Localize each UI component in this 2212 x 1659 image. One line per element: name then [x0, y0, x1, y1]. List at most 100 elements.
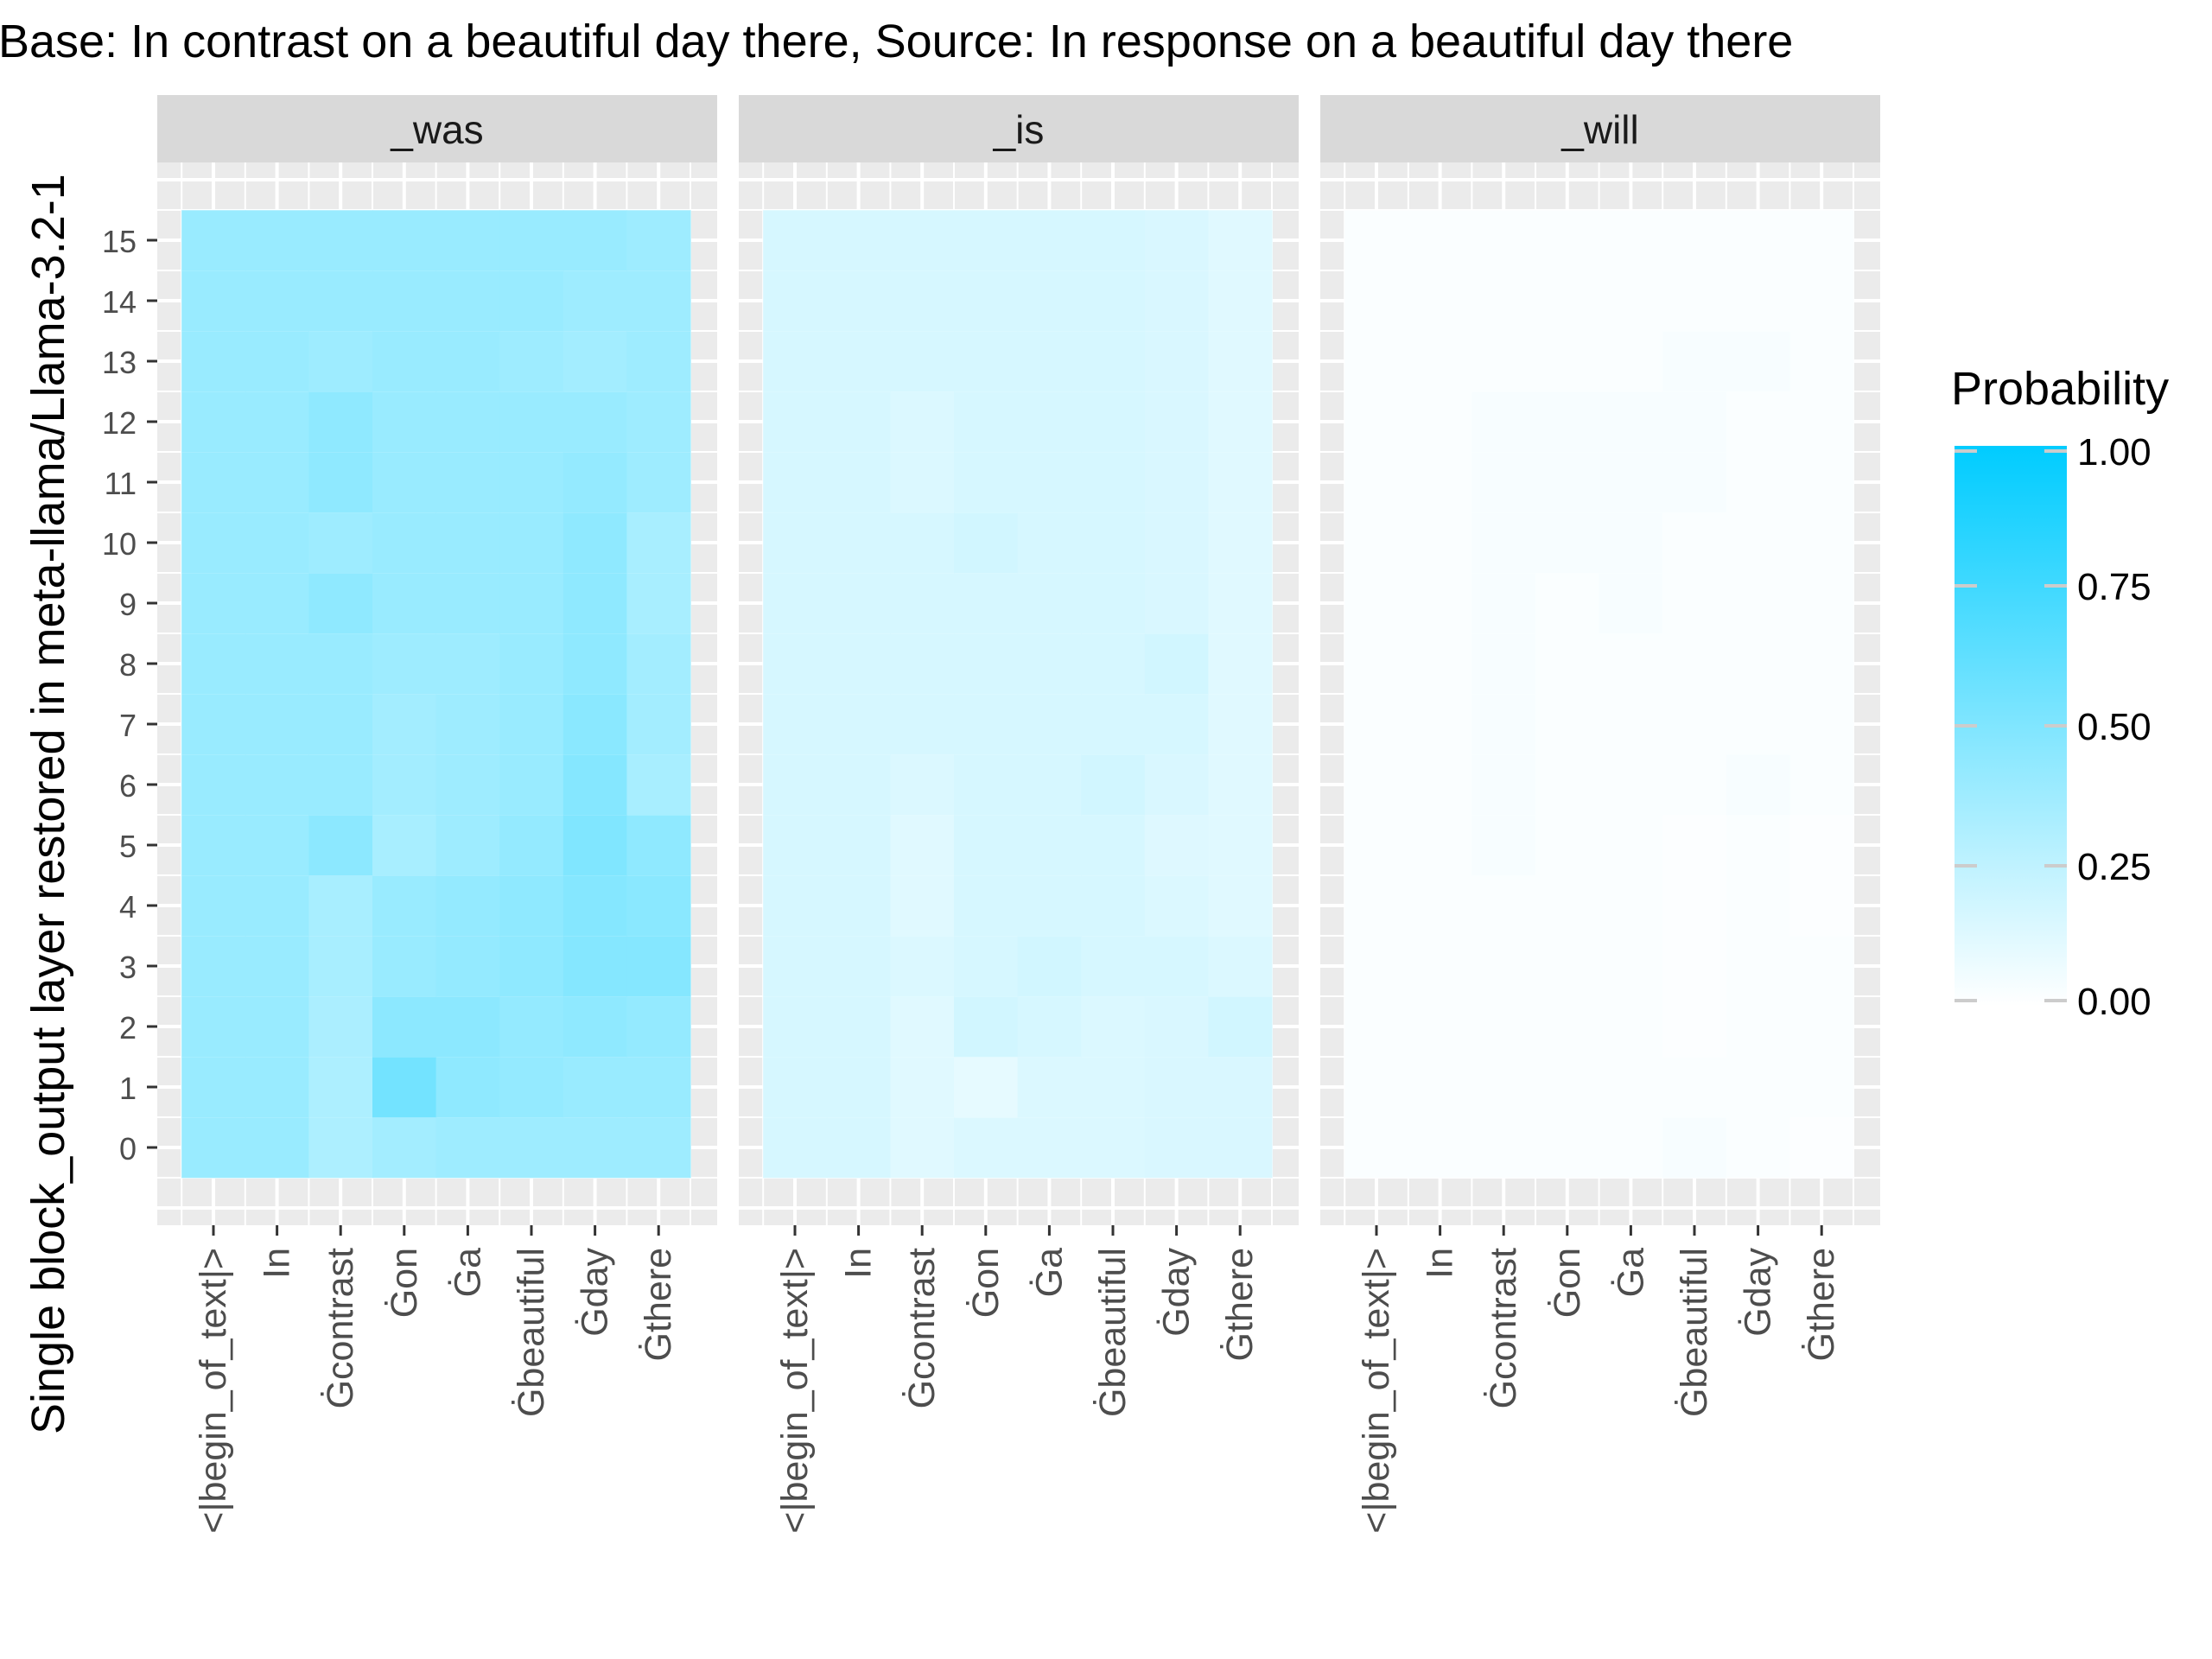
legend-label: 0.00 [2077, 981, 2152, 1023]
heatmap-cell [826, 875, 891, 937]
heatmap-cell [435, 452, 500, 513]
heatmap-cell [563, 270, 627, 332]
heatmap-cell [245, 1057, 309, 1118]
heatmap-cell [1789, 936, 1854, 997]
heatmap-cell [245, 1117, 309, 1179]
heatmap-cell [1471, 875, 1536, 937]
y-axis-label: Single block_output layer restored in me… [22, 174, 74, 1434]
heatmap-cell [372, 512, 437, 574]
x-tick-label: Ġthere [1219, 1248, 1261, 1361]
heatmap-cell [1726, 391, 1790, 453]
heatmap-cell [1726, 573, 1790, 634]
heatmap-cell [499, 210, 564, 271]
heatmap-cell [1344, 633, 1409, 695]
heatmap-cell [1208, 694, 1273, 755]
heatmap-cell [1662, 573, 1727, 634]
heatmap-cell [181, 452, 246, 513]
heatmap-cell [1662, 331, 1727, 392]
x-tick-label: Ġthere [638, 1248, 679, 1361]
heatmap-cell [1662, 270, 1727, 332]
heatmap-cell [1017, 452, 1082, 513]
heatmap-cell [435, 573, 500, 634]
heatmap-cell [826, 754, 891, 816]
heatmap-cell [1599, 815, 1663, 876]
heatmap-cell [826, 1117, 891, 1179]
heatmap-cell [1535, 694, 1600, 755]
y-tick-label: 14 [102, 284, 137, 320]
heatmap-cell [1017, 815, 1082, 876]
heatmap-cell [563, 331, 627, 392]
heatmap-cell [1144, 331, 1209, 392]
heatmap-cell [1081, 1117, 1146, 1179]
heatmap-cell [1208, 875, 1273, 937]
heatmap-cell [954, 573, 1019, 634]
x-tick-label: In [838, 1248, 880, 1279]
heatmap-cell [954, 512, 1019, 574]
x-tick-label: <|begin_of_text|> [193, 1248, 234, 1534]
heatmap-cell [1471, 512, 1536, 574]
heatmap-cell [890, 210, 955, 271]
heatmap-cell [372, 1117, 437, 1179]
heatmap-cell [1789, 633, 1854, 695]
legend-label: 0.25 [2077, 846, 2152, 888]
heatmap-cell [626, 875, 691, 937]
y-tick-label: 2 [119, 1010, 137, 1046]
heatmap-cell [1789, 996, 1854, 1058]
heatmap-cell [1081, 936, 1146, 997]
y-tick-label: 3 [119, 950, 137, 985]
heatmap-cell [1144, 996, 1209, 1058]
heatmap-cell [1408, 694, 1472, 755]
heatmap-cell [1726, 270, 1790, 332]
heatmap-cell [1408, 815, 1472, 876]
x-tick-label: Ġbeautiful [511, 1248, 552, 1417]
heatmap-cell [1208, 815, 1273, 876]
heatmap-cell [1726, 331, 1790, 392]
heatmap-cell [1535, 875, 1600, 937]
heatmap-cell [954, 1057, 1019, 1118]
heatmap-cell [1726, 1057, 1790, 1118]
heatmap-cell [1344, 694, 1409, 755]
heatmap-cell [1017, 1057, 1082, 1118]
heatmap-cell [826, 452, 891, 513]
heatmap-cell [1789, 815, 1854, 876]
heatmap-cell [1144, 452, 1209, 513]
x-tick-label: Ġday [1156, 1248, 1198, 1337]
heatmap-cell [1726, 936, 1790, 997]
heatmap-cell [245, 573, 309, 634]
heatmap-cell [1789, 270, 1854, 332]
x-tick-label: Ġa [447, 1248, 488, 1297]
x-tick-label: Ġon [1547, 1248, 1588, 1318]
heatmap-cell [1017, 936, 1082, 997]
y-tick-label: 6 [119, 768, 137, 804]
heatmap-cell [1017, 512, 1082, 574]
heatmap-cell [1662, 1117, 1727, 1179]
x-tick-label: In [257, 1248, 298, 1279]
heatmap-cell [435, 331, 500, 392]
heatmap-cell [826, 815, 891, 876]
heatmap-cell [1599, 270, 1663, 332]
heatmap-cell [1408, 996, 1472, 1058]
heatmap-cell [1789, 694, 1854, 755]
heatmap-cell [1344, 815, 1409, 876]
heatmap-cell [308, 694, 373, 755]
heatmap-cell [1789, 512, 1854, 574]
heatmap-cell [308, 633, 373, 695]
heatmap-cell [563, 1057, 627, 1118]
heatmap-cell [826, 936, 891, 997]
heatmap-cell [372, 452, 437, 513]
x-tick-label: In [1420, 1248, 1461, 1279]
heatmap-cell [954, 694, 1019, 755]
heatmap-cell [499, 815, 564, 876]
heatmap-cell [1726, 694, 1790, 755]
heatmap-cell [372, 391, 437, 453]
heatmap-cell [563, 1117, 627, 1179]
y-tick-label: 15 [102, 224, 137, 259]
heatmap-cell [1662, 512, 1727, 574]
heatmap-cell [1662, 815, 1727, 876]
x-tick-label: Ġthere [1801, 1248, 1842, 1361]
heatmap-cell [372, 875, 437, 937]
heatmap-cell [1662, 936, 1727, 997]
heatmap-cell [1081, 633, 1146, 695]
x-tick-label: Ġcontrast [901, 1248, 943, 1408]
heatmap-cell [372, 996, 437, 1058]
